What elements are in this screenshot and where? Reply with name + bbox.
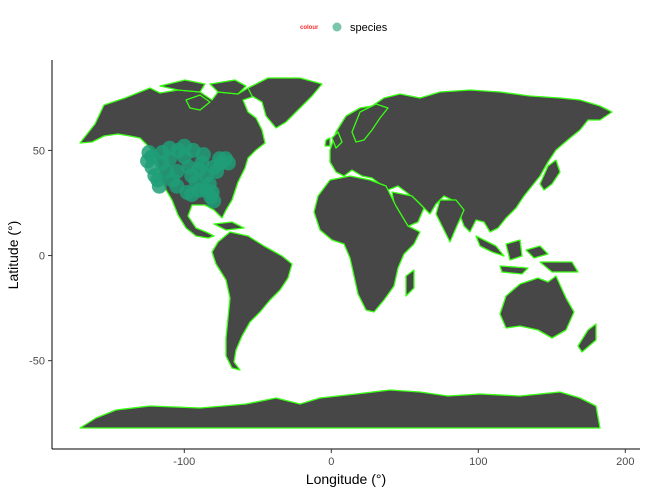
legend: colour species (300, 22, 388, 34)
landmass-new-zealand (577, 323, 597, 353)
species-point (169, 163, 185, 179)
y-tick-label: -50 (29, 356, 45, 368)
land-masses (79, 77, 613, 429)
landmass-madagascar (405, 269, 415, 297)
species-point (154, 145, 170, 160)
species-points (140, 138, 236, 209)
x-tick-label: 0 (328, 456, 334, 468)
landmass-africa (313, 175, 421, 313)
x-axis-title: Longitude (°) (306, 471, 386, 487)
landmass-scandinavia (351, 103, 389, 143)
species-point (169, 178, 185, 194)
axes (51, 60, 640, 450)
landmass-antarctica (79, 389, 601, 429)
landmass-south-america (211, 231, 293, 371)
x-tick-label: 200 (616, 456, 634, 468)
y-tick-label: 50 (33, 145, 45, 157)
legend-title: colour (300, 25, 319, 31)
species-point (195, 147, 211, 163)
landmass-arctic-islands (159, 79, 247, 111)
x-tick-label: -100 (173, 456, 195, 468)
x-axis-ticks: -100 0 100 200 (173, 449, 634, 468)
landmass-caribbean (213, 221, 245, 231)
y-axis-ticks: -50 0 50 (29, 145, 52, 368)
x-tick-label: 100 (469, 456, 487, 468)
landmass-british-isles (324, 131, 343, 149)
species-point (204, 185, 220, 200)
landmass-indonesia (475, 235, 579, 275)
y-tick-label: 0 (39, 251, 45, 263)
legend-key-species-icon (332, 22, 342, 32)
landmass-japan (539, 159, 561, 191)
landmass-eurasia (329, 89, 613, 233)
y-axis-title: Latitude (°) (5, 221, 21, 290)
landmass-australia (499, 275, 575, 339)
legend-label-species: species (350, 22, 388, 34)
species-point (151, 178, 167, 194)
landmass-greenland (247, 77, 323, 129)
species-point (212, 151, 228, 167)
landmass-india (435, 199, 465, 243)
